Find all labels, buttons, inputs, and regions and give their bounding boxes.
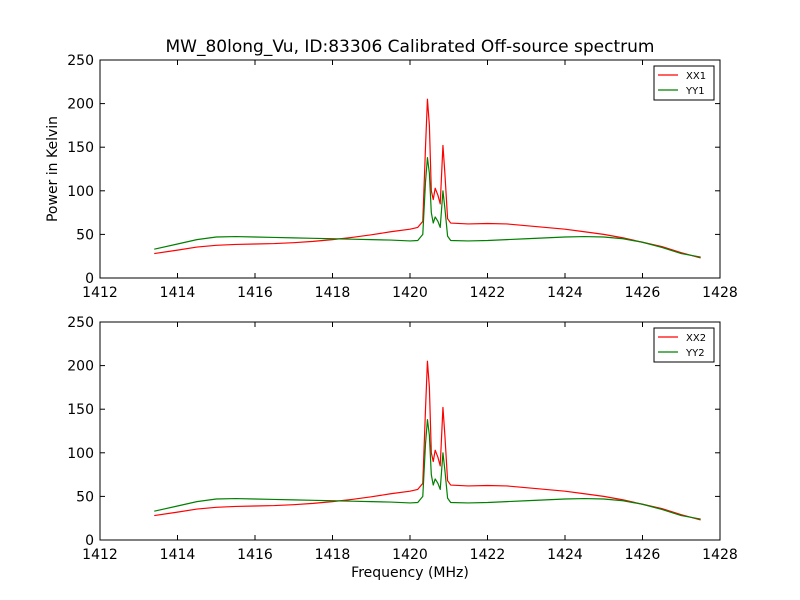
y-tick-label: 150 (67, 402, 94, 418)
series-line-xx1 (154, 98, 701, 259)
x-tick-label: 1412 (82, 285, 118, 301)
chart-panel-1 (99, 59, 721, 279)
series-line-yy2 (154, 419, 701, 520)
y-tick-label: 250 (67, 53, 94, 69)
x-tick-label: 1416 (237, 547, 273, 563)
x-tick-label: 1426 (625, 547, 661, 563)
y-tick-label: 250 (67, 315, 94, 331)
plot-frame (99, 321, 721, 541)
y-tick-label: 150 (67, 140, 94, 156)
x-tick-label: 1416 (237, 285, 273, 301)
x-tick-label: 1428 (702, 285, 738, 301)
y-tick-label: 50 (76, 227, 94, 243)
y-tick-label: 200 (67, 97, 94, 113)
x-tick-label: 1412 (82, 547, 118, 563)
x-tick-label: 1420 (392, 285, 428, 301)
legend-box (653, 65, 715, 101)
y-axis-label: Power in Kelvin (45, 116, 61, 222)
x-tick-label: 1418 (315, 285, 351, 301)
legend-label-yy1: YY1 (685, 86, 705, 97)
x-tick-label: 1418 (315, 547, 351, 563)
series-line-yy1 (154, 157, 701, 258)
x-axis-label: Frequency (MHz) (351, 565, 469, 581)
y-tick-label: 50 (76, 489, 94, 505)
legend-label-xx2: XX2 (686, 333, 706, 344)
plot-frame (99, 59, 721, 279)
legend-label-yy2: YY2 (685, 348, 705, 359)
legend-label-xx1: XX1 (686, 71, 706, 82)
chart-panel-2 (99, 321, 721, 541)
x-tick-label: 1422 (470, 547, 506, 563)
y-tick-label: 0 (85, 271, 94, 287)
y-tick-label: 200 (67, 359, 94, 375)
y-tick-label: 100 (67, 184, 94, 200)
x-tick-label: 1428 (702, 547, 738, 563)
chart-title: MW_80long_Vu, ID:83306 Calibrated Off-so… (166, 37, 655, 57)
y-tick-label: 0 (85, 533, 94, 549)
x-tick-label: 1424 (547, 547, 583, 563)
y-tick-label: 100 (67, 446, 94, 462)
x-tick-label: 1414 (160, 285, 196, 301)
x-tick-label: 1414 (160, 547, 196, 563)
x-tick-label: 1420 (392, 547, 428, 563)
legend-box (653, 327, 715, 363)
series-line-xx2 (154, 360, 701, 521)
x-tick-label: 1426 (625, 285, 661, 301)
x-tick-label: 1422 (470, 285, 506, 301)
x-tick-label: 1424 (547, 285, 583, 301)
